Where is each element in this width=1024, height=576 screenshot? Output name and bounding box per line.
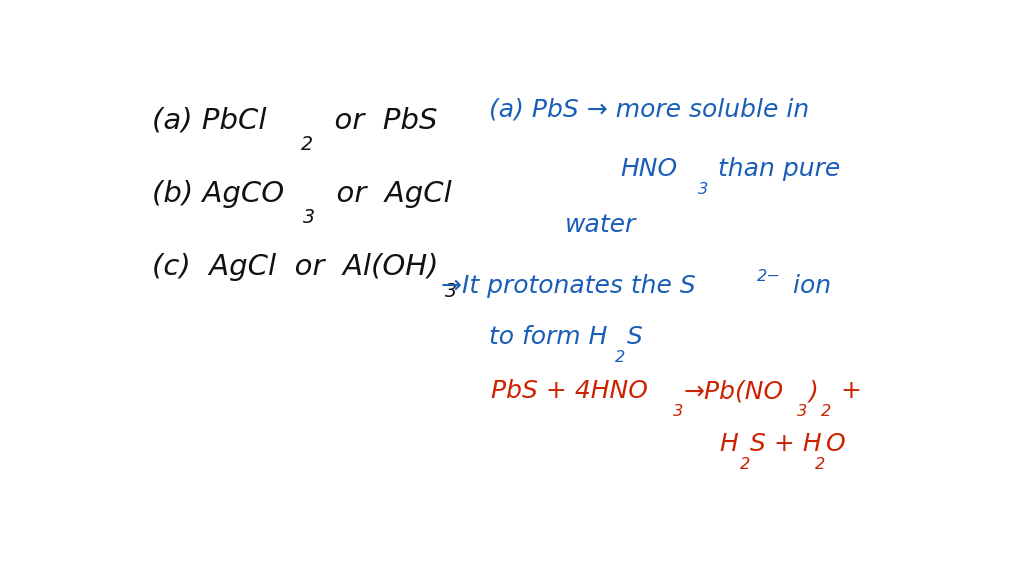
Text: 3: 3 [673, 404, 684, 419]
Text: 2: 2 [614, 350, 625, 365]
Text: or  AgCl: or AgCl [318, 180, 453, 208]
Text: PbS + 4HNO: PbS + 4HNO [492, 379, 648, 403]
Text: (c)  AgCl  or  Al(OH): (c) AgCl or Al(OH) [152, 253, 438, 281]
Text: 2: 2 [821, 404, 831, 419]
Text: or  PbS: or PbS [316, 107, 437, 135]
Text: 2: 2 [815, 457, 825, 472]
Text: HNO: HNO [620, 157, 677, 180]
Text: 2−: 2− [758, 269, 781, 284]
Text: (a) PbS → more soluble in: (a) PbS → more soluble in [489, 97, 809, 122]
Text: O: O [825, 431, 845, 456]
Text: H: H [719, 431, 738, 456]
Text: S: S [627, 325, 642, 349]
Text: 2: 2 [301, 135, 313, 154]
Text: +: + [833, 379, 862, 403]
Text: ion: ion [785, 274, 831, 298]
Text: 3: 3 [303, 209, 315, 228]
Text: (b) AgCO: (b) AgCO [152, 180, 284, 208]
Text: 2: 2 [740, 457, 751, 472]
Text: →Pb(NO: →Pb(NO [684, 379, 783, 403]
Text: to form H: to form H [489, 325, 607, 349]
Text: than pure: than pure [710, 157, 840, 180]
Text: →It protonates the S: →It protonates the S [441, 274, 696, 298]
Text: 3: 3 [697, 182, 709, 197]
Text: water: water [564, 213, 636, 237]
Text: ): ) [809, 379, 818, 403]
Text: 3: 3 [797, 404, 807, 419]
Text: 3: 3 [445, 282, 458, 301]
Text: (a) PbCl: (a) PbCl [152, 107, 266, 135]
Text: S + H: S + H [751, 431, 822, 456]
